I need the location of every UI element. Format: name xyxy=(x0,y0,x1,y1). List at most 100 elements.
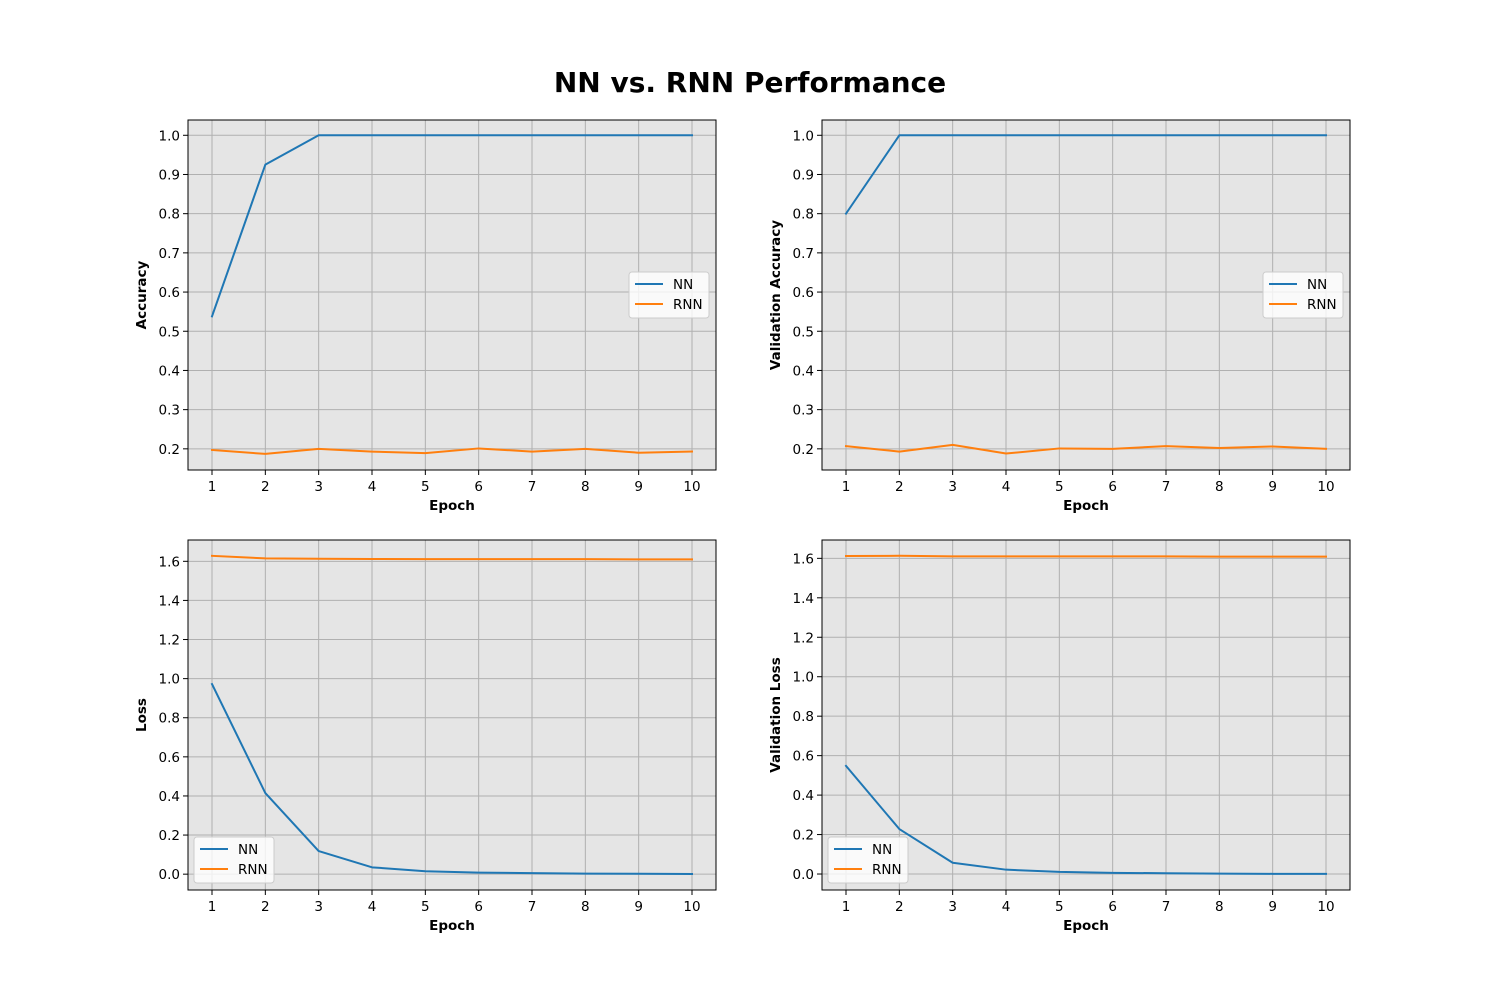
legend-label-rnn: RNN xyxy=(238,862,268,878)
x-tick-label: 6 xyxy=(474,479,483,495)
x-tick-label: 9 xyxy=(1268,899,1277,915)
series-line-nn xyxy=(844,764,1327,875)
x-tick-label: 8 xyxy=(1215,899,1224,915)
legend-label-rnn: RNN xyxy=(1307,297,1337,313)
y-tick-label: 0.5 xyxy=(159,324,180,340)
x-tick-label: 10 xyxy=(683,479,700,495)
y-tick-label: 1.0 xyxy=(793,128,814,144)
y-tick-label: 0.8 xyxy=(793,709,814,725)
subplot-1: 1 2 3 4 5 6 7 8 9 10 0.2 0.3 0.4 0.5 0.6 0.7 0.8 0.9 1.0 Ep… xyxy=(134,119,717,514)
subplot-3: 1 2 3 4 5 6 7 8 9 10 0.0 0.2 0.4 0.6 0.8 1.0 1.2 1.4 1.6 Ep… xyxy=(134,539,717,934)
x-tick-label: 10 xyxy=(1317,899,1334,915)
x-tick-label: 2 xyxy=(895,899,904,915)
x-tick-label: 9 xyxy=(634,899,643,915)
x-tick-label: 7 xyxy=(528,899,537,915)
y-tick-label: 0.0 xyxy=(159,867,180,883)
y-tick-label: 0.9 xyxy=(793,167,814,183)
series-line-nn xyxy=(210,134,693,318)
subplots: 1 2 3 4 5 6 7 8 9 10 0.2 0.3 0.4 0.5 0.6 0.7 0.8 0.9 1.0 Ep… xyxy=(134,119,1351,934)
x-tick-label: 9 xyxy=(634,479,643,495)
series-line-rnn xyxy=(210,447,694,455)
x-tick-label: 4 xyxy=(1002,899,1011,915)
y-tick-label: 0.8 xyxy=(159,711,180,727)
y-tick-label: 0.2 xyxy=(793,442,814,458)
x-tick-label: 3 xyxy=(948,479,957,495)
x-tick-label: 1 xyxy=(842,479,851,495)
x-tick-label: 7 xyxy=(1162,479,1171,495)
x-tick-label: 9 xyxy=(1268,479,1277,495)
legend: NN RNN xyxy=(827,836,909,884)
y-tick-label: 0.8 xyxy=(793,207,814,223)
series-line-nn xyxy=(210,682,694,875)
y-tick-label: 1.0 xyxy=(159,128,180,144)
legend-label-nn: NN xyxy=(872,842,892,858)
legend-label-nn: NN xyxy=(1307,277,1327,293)
y-tick-label: 1.0 xyxy=(793,670,814,686)
y-tick-label: 0.4 xyxy=(793,788,814,804)
y-axis-label: Accuracy xyxy=(134,260,150,329)
y-tick-label: 1.6 xyxy=(159,554,180,570)
y-tick-label: 0.6 xyxy=(159,285,180,301)
legend-label-nn: NN xyxy=(673,277,693,293)
plot-area xyxy=(188,540,716,890)
x-tick-label: 4 xyxy=(368,899,377,915)
y-tick-label: 0.0 xyxy=(793,867,814,883)
x-tick-label: 3 xyxy=(314,899,323,915)
y-tick-label: 0.4 xyxy=(793,363,814,379)
x-tick-label: 8 xyxy=(1215,479,1224,495)
plot-area xyxy=(188,120,716,470)
y-tick-label: 0.5 xyxy=(793,324,814,340)
plot-frame xyxy=(187,119,717,471)
legend: NN RNN xyxy=(628,271,710,319)
x-axis-label: Epoch xyxy=(429,918,475,934)
x-tick-label: 10 xyxy=(683,899,700,915)
legend-label-nn: NN xyxy=(238,842,258,858)
x-tick-label: 4 xyxy=(1002,479,1011,495)
x-tick-label: 7 xyxy=(528,479,537,495)
subplot-4: 1 2 3 4 5 6 7 8 9 10 0.0 0.2 0.4 0.6 0.8 1.0 1.2 1.4 1.6 Ep… xyxy=(768,539,1351,934)
y-tick-label: 0.2 xyxy=(793,828,814,844)
x-tick-label: 5 xyxy=(1055,899,1064,915)
y-tick-label: 0.2 xyxy=(159,442,180,458)
plot-frame xyxy=(821,539,1351,891)
plot-frame xyxy=(821,119,1351,471)
plot-area xyxy=(822,540,1350,890)
x-tick-label: 1 xyxy=(208,899,217,915)
figure-title: NN vs. RNN Performance xyxy=(554,66,946,99)
plot-area xyxy=(822,120,1350,470)
x-tick-label: 2 xyxy=(895,479,904,495)
series-line-nn xyxy=(844,134,1327,216)
series-line-rnn xyxy=(844,554,1327,558)
x-tick-label: 3 xyxy=(948,899,957,915)
y-tick-label: 0.4 xyxy=(159,789,180,805)
x-tick-label: 1 xyxy=(842,899,851,915)
y-tick-label: 0.8 xyxy=(159,207,180,223)
x-tick-label: 6 xyxy=(1108,479,1117,495)
y-tick-label: 0.9 xyxy=(159,167,180,183)
x-tick-label: 6 xyxy=(474,899,483,915)
y-tick-label: 0.7 xyxy=(793,246,814,262)
y-tick-label: 1.6 xyxy=(793,551,814,567)
plot-frame xyxy=(187,539,717,891)
legend: NN RNN xyxy=(193,836,275,884)
y-tick-label: 1.2 xyxy=(159,633,180,649)
y-tick-label: 0.7 xyxy=(159,246,180,262)
y-tick-label: 0.6 xyxy=(793,749,814,765)
x-axis-label: Epoch xyxy=(1063,498,1109,514)
x-tick-label: 1 xyxy=(208,479,217,495)
y-tick-label: 0.4 xyxy=(159,363,180,379)
x-tick-label: 10 xyxy=(1317,479,1334,495)
y-tick-label: 1.4 xyxy=(159,593,180,609)
legend-label-rnn: RNN xyxy=(872,862,902,878)
y-tick-label: 0.6 xyxy=(793,285,814,301)
legend: NN RNN xyxy=(1262,271,1344,319)
x-tick-label: 5 xyxy=(421,899,430,915)
x-tick-label: 8 xyxy=(581,479,590,495)
y-tick-label: 0.3 xyxy=(159,403,180,419)
x-axis-label: Epoch xyxy=(429,498,475,514)
subplot-2: 1 2 3 4 5 6 7 8 9 10 0.2 0.3 0.4 0.5 0.6 0.7 0.8 0.9 1.0 Ep… xyxy=(768,119,1351,514)
series-line-rnn xyxy=(844,443,1328,455)
legend-label-rnn: RNN xyxy=(673,297,703,313)
y-tick-label: 1.4 xyxy=(793,591,814,607)
x-tick-label: 5 xyxy=(1055,479,1064,495)
